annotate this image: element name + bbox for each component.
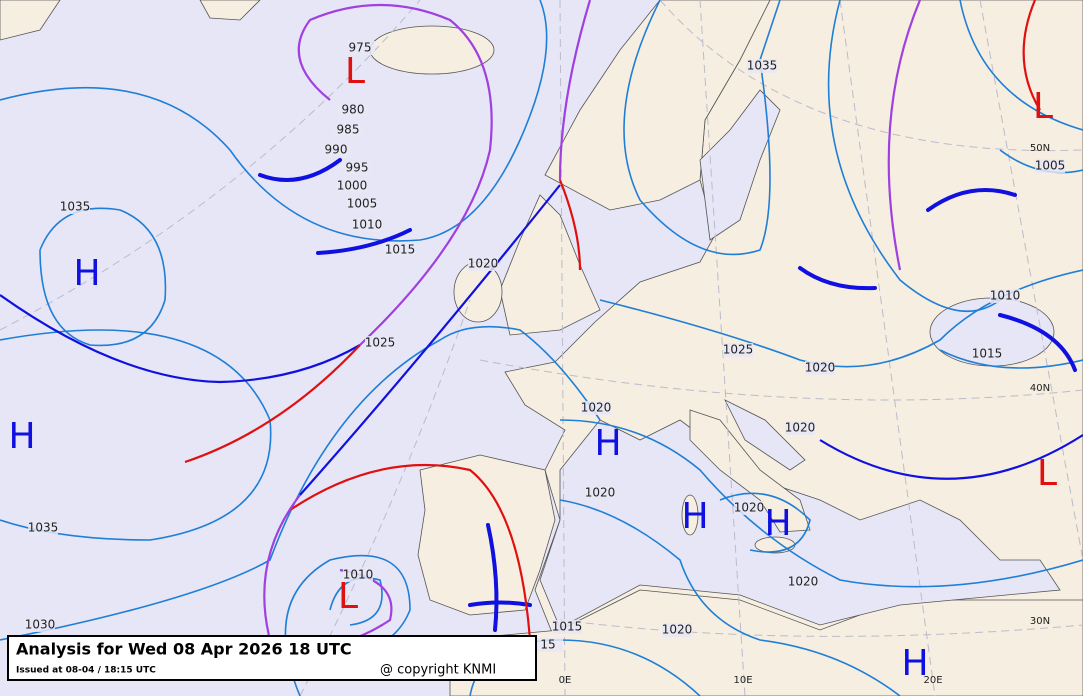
isobar-label-bg bbox=[552, 620, 582, 634]
pressure-center: H bbox=[8, 416, 35, 457]
isobar-label-bg bbox=[533, 638, 563, 652]
isobar-label: 1005 bbox=[347, 197, 378, 211]
isobar-label: 1030 bbox=[25, 618, 56, 632]
islands bbox=[681, 409, 811, 554]
isobar-label-bg bbox=[1035, 159, 1065, 173]
isobar-label: 1035 bbox=[28, 521, 59, 535]
isobar-label: 985 bbox=[337, 123, 360, 137]
isobar-label: 1020 bbox=[788, 575, 819, 589]
isobar-label: 1020 bbox=[468, 257, 499, 271]
isobar-label-bg bbox=[788, 575, 818, 589]
isobar-label-bg bbox=[25, 618, 55, 632]
graticule-label: 30N bbox=[1030, 616, 1050, 627]
isobar-label-bg bbox=[60, 200, 90, 214]
isobar-label-bg bbox=[468, 257, 498, 271]
isobar-label-bg bbox=[345, 41, 375, 55]
isobar-label: 1020 bbox=[581, 401, 612, 415]
pressure-center: H bbox=[901, 643, 928, 684]
isobar-label: 1010 bbox=[990, 289, 1021, 303]
pressure-center: L bbox=[1033, 86, 1053, 127]
isobar-label: 1035 bbox=[60, 200, 91, 214]
isobar-label: 1010 bbox=[352, 218, 383, 232]
isobar-label: 1015 bbox=[972, 347, 1003, 361]
isobar-label: 1020 bbox=[734, 501, 765, 515]
isobar-label: 980 bbox=[342, 103, 365, 117]
isobar-label: 1020 bbox=[805, 361, 836, 375]
title-box: Analysis for Wed 08 Apr 2026 18 UTC Issu… bbox=[7, 635, 537, 681]
copyright: @ copyright KNMI bbox=[380, 663, 496, 678]
isobar-label: 1015 bbox=[385, 243, 416, 257]
isobar-label: 1025 bbox=[365, 336, 396, 350]
isobar-label-bg bbox=[365, 336, 395, 350]
isobar-label-bg bbox=[385, 243, 415, 257]
isobar-label: 1020 bbox=[785, 421, 816, 435]
pressure-center: H bbox=[594, 423, 621, 464]
isobar-label-bg bbox=[805, 361, 835, 375]
isobar-label: 1035 bbox=[747, 59, 778, 73]
isobar-label-bg bbox=[723, 343, 753, 357]
isobar-label-bg bbox=[333, 123, 363, 137]
isobar-label-bg bbox=[352, 218, 382, 232]
fronts bbox=[258, 158, 1077, 632]
pressure-center: L bbox=[1037, 453, 1057, 494]
isobar-label-bg bbox=[581, 401, 611, 415]
isobar-label-bg bbox=[747, 59, 777, 73]
graticule-label: 20E bbox=[923, 675, 942, 686]
isobar-label: 1025 bbox=[723, 343, 754, 357]
pressure-center: H bbox=[73, 253, 100, 294]
isobar-label: 1020 bbox=[585, 486, 616, 500]
isobar-label: 1010 bbox=[343, 568, 374, 582]
isobar-label: 1005 bbox=[1035, 159, 1066, 173]
graticule-label: 40N bbox=[1030, 383, 1050, 394]
isobar-label-bg bbox=[343, 568, 373, 582]
isobar-label-bg bbox=[338, 103, 368, 117]
graticule-label: 0E bbox=[559, 675, 572, 686]
isobar-label-bg bbox=[990, 289, 1020, 303]
pressure-center: L bbox=[338, 576, 358, 617]
isobar-label: 1015 bbox=[552, 620, 583, 634]
isobar-label: 975 bbox=[349, 41, 372, 55]
graticule-label: 10E bbox=[733, 675, 752, 686]
front-lines bbox=[0, 0, 1083, 648]
isobar-label-bg bbox=[337, 179, 367, 193]
isobar-label-bg bbox=[585, 486, 615, 500]
isobar-label-bg bbox=[734, 501, 764, 515]
isobar-label-bg bbox=[662, 623, 692, 637]
isobar-label-bg bbox=[347, 197, 377, 211]
isobar-label-bg bbox=[785, 421, 815, 435]
isobar-label: 15 bbox=[540, 638, 555, 652]
isobar-label: 990 bbox=[325, 143, 348, 157]
isobar-label-bg bbox=[342, 161, 372, 175]
title: Analysis for Wed 08 Apr 2026 18 UTC bbox=[16, 640, 352, 659]
labels: 9759809859909951000100510101015102010251… bbox=[8, 41, 1065, 687]
isobar-label: 1020 bbox=[662, 623, 693, 637]
isobar-label-bg bbox=[28, 521, 58, 535]
issued: Issued at 08-04 / 18:15 UTC bbox=[16, 666, 156, 676]
isobar-label-bg bbox=[972, 347, 1002, 361]
isobar-label: 995 bbox=[346, 161, 369, 175]
pressure-center: H bbox=[764, 503, 791, 544]
isobar-label-bg bbox=[321, 143, 351, 157]
graticule-label: 50N bbox=[1030, 143, 1050, 154]
pressure-center: H bbox=[681, 496, 708, 537]
isobar-label: 1000 bbox=[337, 179, 368, 193]
pressure-center: L bbox=[345, 51, 365, 92]
